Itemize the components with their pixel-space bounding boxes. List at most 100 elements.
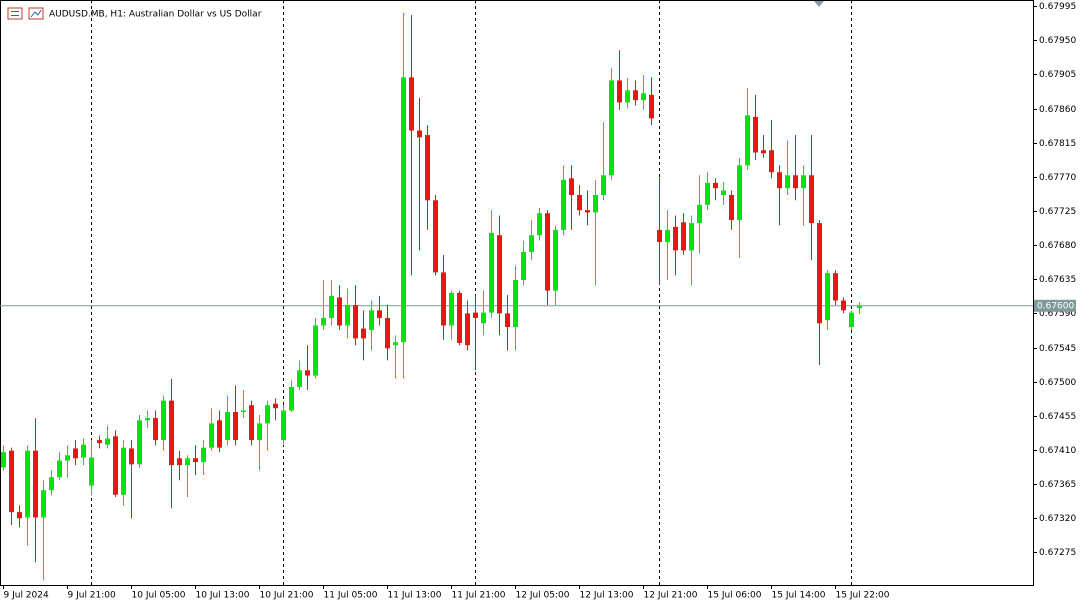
candle-body xyxy=(625,90,630,103)
candle-body xyxy=(289,386,294,411)
candle-body xyxy=(521,251,526,280)
candle-body xyxy=(89,457,94,486)
candle-body xyxy=(361,328,366,339)
y-tick-label: 0.67950 xyxy=(1039,36,1076,46)
candle-body xyxy=(257,423,262,441)
candle-body xyxy=(81,444,86,458)
candle-body xyxy=(249,405,254,441)
y-tick-label: 0.67635 xyxy=(1039,275,1076,285)
candle-body xyxy=(145,418,150,421)
candle-body xyxy=(377,310,382,318)
candle-body xyxy=(529,235,534,252)
candle-body xyxy=(329,295,334,318)
candle-body xyxy=(705,182,710,205)
candle-body xyxy=(537,213,542,236)
candle-body xyxy=(609,80,614,176)
candle-body xyxy=(601,175,606,195)
candle-body xyxy=(785,175,790,189)
x-tick-label: 11 Jul 13:00 xyxy=(388,591,442,601)
candle-body xyxy=(633,90,638,101)
candle-body xyxy=(801,175,806,189)
candle-body xyxy=(41,490,46,518)
candle-body xyxy=(569,178,574,195)
x-tick-label: 10 Jul 13:00 xyxy=(196,591,250,601)
candle-body xyxy=(825,273,830,321)
candle-body xyxy=(305,370,310,376)
candle-body xyxy=(681,222,686,251)
y-tick-label: 0.67275 xyxy=(1039,548,1076,558)
candle-body xyxy=(497,235,502,314)
shift-marker[interactable] xyxy=(814,1,824,7)
candle-body xyxy=(833,273,838,301)
candle-body xyxy=(441,272,446,326)
y-tick-label: 0.67860 xyxy=(1039,105,1076,115)
x-tick-label: 9 Jul 2024 xyxy=(4,591,49,601)
candle-body xyxy=(337,297,342,326)
candle-body xyxy=(673,226,678,251)
x-tick-label: 15 Jul 06:00 xyxy=(708,591,762,601)
candle-body xyxy=(385,317,390,349)
price-tag-label: 0.67600 xyxy=(1037,301,1074,311)
candle-body xyxy=(745,115,750,166)
toolbar-icons xyxy=(7,7,44,20)
candle-body xyxy=(713,182,718,189)
candle-body xyxy=(1,452,6,468)
x-tick-label: 12 Jul 21:00 xyxy=(644,591,698,601)
candle-body xyxy=(481,312,486,324)
candle-body xyxy=(137,420,142,465)
candle-body xyxy=(505,313,510,328)
candle-body xyxy=(273,403,278,409)
y-tick-label: 0.67815 xyxy=(1039,139,1076,149)
candle-body xyxy=(841,300,846,311)
candle-body xyxy=(849,312,854,328)
candle-body xyxy=(729,195,734,221)
candle-body xyxy=(201,447,206,463)
candle-body xyxy=(449,292,454,326)
candle-body xyxy=(585,210,590,213)
candle-body xyxy=(177,458,182,466)
x-tick-label: 9 Jul 21:00 xyxy=(68,591,117,601)
candle-body xyxy=(353,305,358,339)
x-tick-label: 15 Jul 14:00 xyxy=(772,591,826,601)
candle-body xyxy=(433,200,438,273)
candle-body xyxy=(9,450,14,513)
x-tick-label: 11 Jul 05:00 xyxy=(324,591,378,601)
candle-body xyxy=(761,150,766,154)
candle-body xyxy=(33,450,38,518)
x-tick-label: 10 Jul 21:00 xyxy=(260,591,314,601)
y-tick-label: 0.67365 xyxy=(1039,480,1076,490)
icon-list[interactable] xyxy=(7,7,23,20)
candle-body xyxy=(465,313,470,346)
price-tag xyxy=(1034,299,1076,312)
candle-body xyxy=(73,448,78,459)
candle-body xyxy=(617,80,622,103)
y-tick-label: 0.67995 xyxy=(1039,2,1076,12)
icon-line xyxy=(30,9,42,18)
candle-body xyxy=(657,229,662,243)
y-tick-label: 0.67455 xyxy=(1039,412,1076,422)
x-tick-label: 12 Jul 05:00 xyxy=(516,591,570,601)
x-tick-label: 10 Jul 05:00 xyxy=(132,591,186,601)
candle-body xyxy=(417,130,422,138)
y-tick-label: 0.67410 xyxy=(1039,446,1076,456)
candle-body xyxy=(105,438,110,445)
y-tick-label: 0.67725 xyxy=(1039,207,1076,217)
candle-body xyxy=(25,450,30,518)
candle-body xyxy=(777,172,782,189)
candle-body xyxy=(153,418,158,441)
candle-body xyxy=(817,223,822,324)
candle-body xyxy=(225,412,230,441)
x-tick-label: 11 Jul 21:00 xyxy=(452,591,506,601)
candle-body xyxy=(753,116,758,153)
candle-body xyxy=(553,229,558,291)
candle-body xyxy=(297,370,302,387)
candle-body xyxy=(721,190,726,195)
candle-body xyxy=(425,135,430,201)
candle-body xyxy=(65,455,70,461)
candle-body xyxy=(457,292,462,343)
candle-body xyxy=(641,93,646,101)
candle-body xyxy=(233,412,238,441)
y-tick-label: 0.67545 xyxy=(1039,344,1076,354)
candle-body xyxy=(121,447,126,495)
candle-body xyxy=(217,420,222,448)
